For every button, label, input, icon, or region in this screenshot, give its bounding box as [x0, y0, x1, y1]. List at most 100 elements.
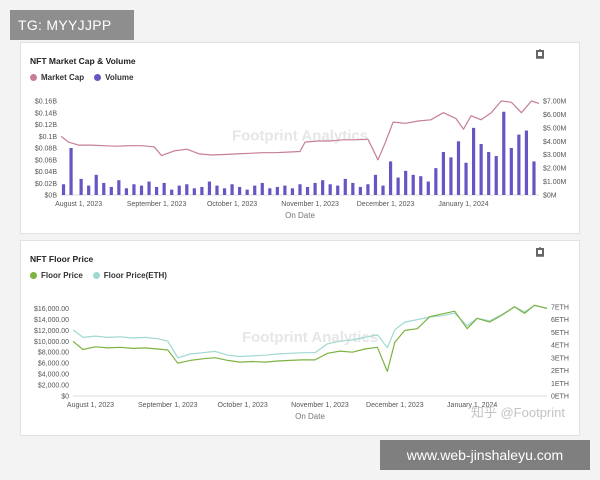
volume-bar — [524, 130, 529, 195]
y-left-tick-label: $0.1B — [39, 134, 58, 141]
x-tick-label: November 1, 2023 — [291, 402, 349, 409]
volume-bar — [373, 174, 378, 195]
legend-label: Market Cap — [41, 73, 85, 82]
site-label: www.web-jinshaleyu.com — [380, 440, 590, 470]
volume-bar — [170, 189, 174, 195]
floor-price-panel: NFT Floor Price Floor Price Floor Price(… — [20, 240, 580, 436]
y-right-tick-label: $6.00M — [543, 112, 567, 119]
volume-bar — [79, 178, 83, 195]
y-left-tick-label: $0B — [45, 193, 58, 200]
volume-bar — [396, 177, 400, 195]
volume-bar — [487, 152, 491, 195]
volume-bar — [147, 181, 151, 195]
volume-bar — [441, 152, 445, 195]
legend-label: Floor Price — [41, 271, 83, 280]
volume-bar — [132, 184, 136, 195]
legend-dot — [92, 272, 100, 279]
volume-bar — [260, 182, 264, 195]
volume-bar — [336, 185, 340, 195]
x-axis-label: On Date — [285, 211, 315, 220]
legend-label: Volume — [105, 73, 134, 82]
y-right-tick-label: $3.00M — [543, 152, 567, 159]
volume-bar — [328, 184, 332, 195]
volume-bar — [381, 185, 385, 195]
volume-bar — [388, 161, 393, 195]
y-left-tick-label: $14,000.00 — [34, 317, 69, 324]
volume-bar — [321, 180, 325, 195]
x-tick-label: September 1, 2023 — [127, 201, 187, 208]
volume-bar — [366, 184, 370, 195]
y-right-tick-label: $2.00M — [543, 166, 567, 173]
volume-bar — [238, 186, 242, 195]
legend: Market Cap Volume — [30, 73, 133, 82]
y-right-tick-label: 5ETH — [551, 330, 569, 337]
volume-bar — [124, 188, 129, 195]
legend-item-floor-price-eth[interactable]: Floor Price(ETH) — [92, 271, 167, 280]
series-line-secondary — [72, 304, 548, 359]
legend-dot — [94, 74, 102, 81]
y-right-tick-label: $7.00M — [543, 99, 567, 106]
y-right-tick-label: 2ETH — [551, 368, 569, 375]
volume-bar — [117, 180, 121, 195]
volume-bar — [471, 127, 476, 195]
chart-title: NFT Floor Price — [30, 254, 94, 264]
y-right-tick-label: $4.00M — [543, 139, 567, 146]
market-cap-volume-chart: Footprint Analytics $0B $0.02B $0.04B $0.06B… — [35, 99, 567, 221]
volume-bar — [411, 174, 415, 195]
legend-label: Floor Price(ETH) — [103, 271, 167, 280]
tg-label: TG: MYYJJPP — [10, 10, 134, 40]
y-left-tick-label: $0.02B — [35, 181, 58, 188]
volume-bar — [449, 157, 453, 195]
volume-bar — [61, 184, 66, 195]
chart-toolbar — [535, 49, 569, 59]
volume-bar — [456, 141, 461, 195]
volume-bar — [69, 148, 73, 195]
volume-bar — [517, 134, 521, 195]
y-right-tick-label: 6ETH — [551, 317, 569, 324]
volume-bar — [343, 178, 347, 195]
legend-item-floor-price[interactable]: Floor Price — [30, 271, 83, 280]
legend-item-volume[interactable]: Volume — [94, 73, 133, 82]
volume-bar — [230, 184, 234, 195]
volume-bar — [207, 181, 212, 195]
volume-bar — [87, 185, 91, 195]
volume-bar — [155, 186, 159, 195]
volume-bar — [215, 185, 219, 195]
volume-bar — [434, 168, 438, 195]
volume-bar — [253, 185, 257, 195]
x-axis-label: On Date — [295, 412, 325, 421]
volume-bar — [185, 184, 189, 195]
fullscreen-icon[interactable] — [536, 247, 569, 257]
y-left-tick-label: $10,000.00 — [34, 339, 69, 346]
x-tick-label: October 1, 2023 — [207, 201, 257, 208]
x-tick-label: January 1, 2024 — [447, 402, 497, 409]
y-left-tick-label: $0 — [61, 394, 69, 401]
y-left-tick-label: $0.08B — [35, 146, 58, 153]
volume-bar — [464, 162, 468, 195]
volume-bar — [275, 186, 279, 195]
x-tick-label: August 1, 2023 — [67, 402, 114, 409]
y-right-tick-label: 0ETH — [551, 394, 569, 401]
x-tick-label: October 1, 2023 — [218, 402, 268, 409]
volume-bar — [419, 176, 423, 195]
y-right-tick-label: $1.00M — [543, 179, 567, 186]
x-tick-label: January 1, 2024 — [438, 201, 488, 208]
y-left-tick-label: $12,000.00 — [34, 328, 69, 335]
volume-bar — [200, 186, 204, 195]
y-left-tick-label: $0.16B — [35, 99, 58, 106]
volume-bar — [532, 161, 536, 195]
volume-bar — [404, 170, 408, 195]
legend-item-market-cap[interactable]: Market Cap — [30, 73, 84, 82]
y-right-tick-label: $0M — [543, 193, 557, 200]
x-tick-label: December 1, 2023 — [357, 201, 415, 208]
y-left-tick-label: $0.12B — [35, 122, 58, 129]
y-right-tick-label: 1ETH — [551, 381, 569, 388]
volume-bar — [245, 189, 249, 195]
volume-bar — [509, 148, 513, 195]
volume-bar — [283, 185, 287, 195]
y-left-tick-label: $0.14B — [35, 110, 58, 117]
fullscreen-icon[interactable] — [536, 49, 569, 59]
chart-toolbar — [535, 247, 569, 257]
x-tick-label: September 1, 2023 — [138, 402, 198, 409]
y-left-tick-label: $4,000.00 — [38, 372, 69, 379]
